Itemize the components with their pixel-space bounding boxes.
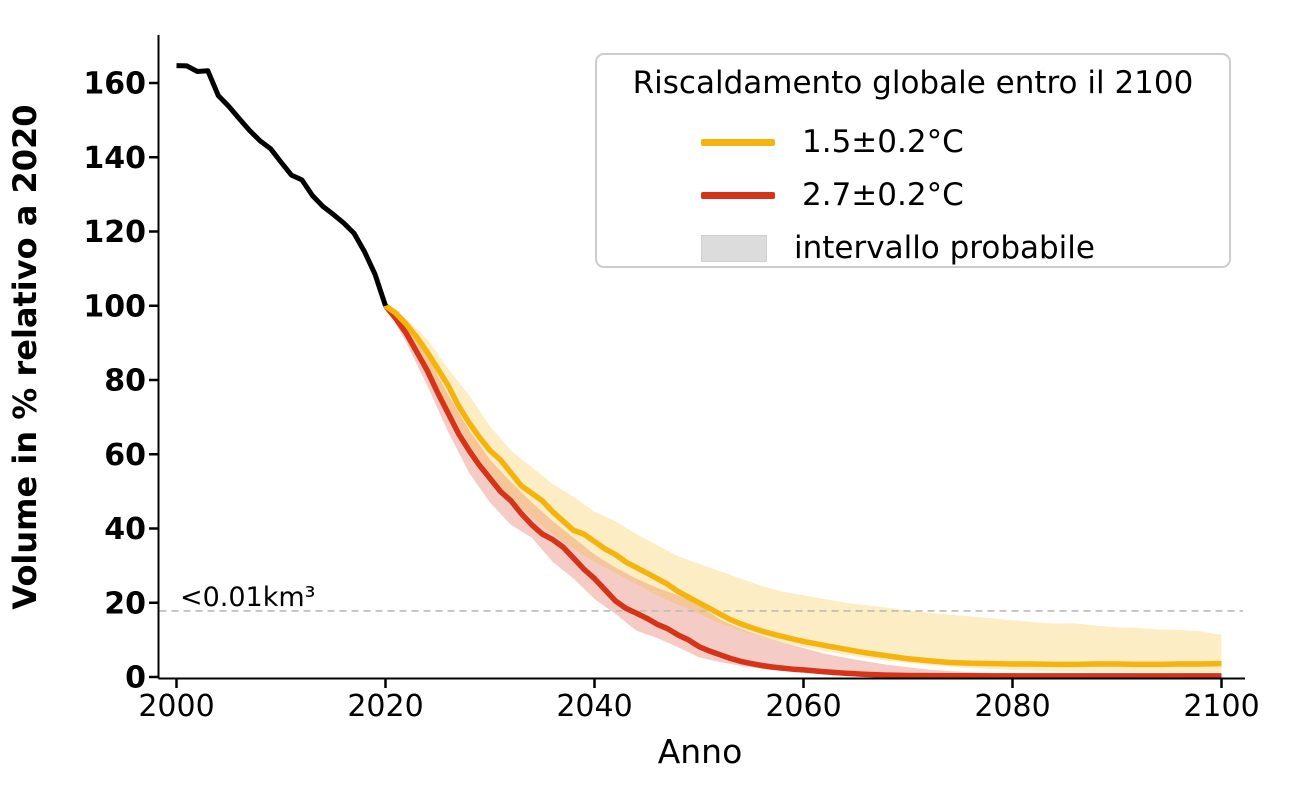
legend-item-2-7: 2.7±0.2°C bbox=[597, 170, 1229, 220]
legend-line-swatch-1-5-icon bbox=[701, 138, 775, 146]
y-tick-label: 120 bbox=[83, 215, 146, 250]
legend-item-1-5: 1.5±0.2°C bbox=[597, 117, 1229, 167]
x-tick-label: 2000 bbox=[138, 689, 214, 724]
y-tick-label: 80 bbox=[104, 364, 146, 399]
y-tick-label: 100 bbox=[83, 289, 146, 324]
y-axis-title: Volume in % relativo a 2020 bbox=[6, 104, 44, 609]
legend-label-probable-range: intervallo probabile bbox=[794, 230, 1095, 266]
y-tick-label: 160 bbox=[83, 67, 146, 102]
y-tick-label: 0 bbox=[125, 661, 146, 696]
y-tick-label: 140 bbox=[83, 141, 146, 176]
legend: Riscaldamento globale entro il 2100 1.5±… bbox=[595, 53, 1231, 268]
probable-range-band-1-5 bbox=[385, 305, 1222, 673]
legend-label-2-7: 2.7±0.2°C bbox=[802, 177, 964, 213]
legend-title: Riscaldamento globale entro il 2100 bbox=[632, 65, 1194, 101]
legend-patch-swatch-icon bbox=[701, 234, 767, 262]
x-tick-label: 2080 bbox=[974, 689, 1050, 724]
x-tick-label: 2020 bbox=[347, 689, 423, 724]
probable-range-band-2-7 bbox=[385, 305, 1222, 677]
legend-item-probable-range: intervallo probabile bbox=[597, 223, 1229, 273]
legend-label-1-5: 1.5±0.2°C bbox=[802, 124, 964, 160]
threshold-label: <0.01km³ bbox=[180, 582, 316, 613]
y-tick-label: 40 bbox=[104, 512, 146, 547]
scenario-2-7-line bbox=[383, 304, 1222, 679]
x-tick-label: 2100 bbox=[1183, 689, 1259, 724]
x-tick-label: 2060 bbox=[765, 689, 841, 724]
x-axis-title: Anno bbox=[658, 732, 743, 771]
y-tick-label: 60 bbox=[104, 438, 146, 473]
observed-line bbox=[176, 63, 388, 307]
legend-line-swatch-2-7-icon bbox=[701, 191, 775, 199]
x-tick-label: 2040 bbox=[556, 689, 632, 724]
y-tick-label: 20 bbox=[104, 586, 146, 621]
scenario-1-5-line bbox=[383, 303, 1222, 668]
